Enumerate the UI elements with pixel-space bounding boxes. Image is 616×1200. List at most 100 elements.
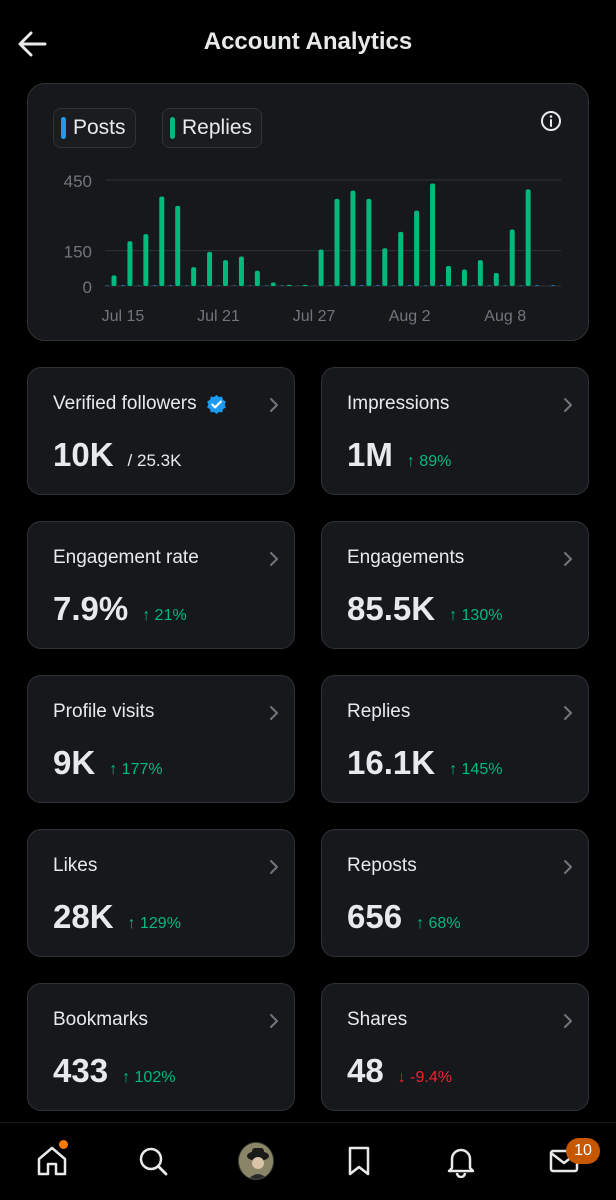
stat-card-engagement-rate[interactable]: Engagement rate 7.9% ↑ 21% <box>27 521 295 649</box>
stat-label: Impressions <box>347 393 449 415</box>
stat-value: 10K <box>53 436 114 473</box>
replies-bar <box>509 229 515 286</box>
stat-card-profile-visits[interactable]: Profile visits 9K ↑ 177% <box>27 675 295 803</box>
stat-value-row: 10K / 25.3K <box>53 436 181 474</box>
chevron-right-icon <box>564 860 572 874</box>
arrow-up-icon: ↑ <box>449 607 462 624</box>
stat-card-engagements[interactable]: Engagements 85.5K ↑ 130% <box>321 521 589 649</box>
y-tick-label: 0 <box>83 278 92 297</box>
posts-bar <box>535 285 539 286</box>
chevron-right-icon <box>270 1014 278 1028</box>
arrow-up-icon: ↑ <box>406 453 420 470</box>
legend-replies-toggle[interactable]: Replies <box>162 108 263 148</box>
stat-card-likes[interactable]: Likes 28K ↑ 129% <box>27 829 295 957</box>
replies-bar <box>318 249 324 286</box>
stat-change: ↑ 130% <box>449 607 502 625</box>
stat-change: ↓ -9.4% <box>398 1069 452 1087</box>
legend-posts-label: Posts <box>73 116 126 139</box>
stat-label-text: Profile visits <box>53 701 155 722</box>
home-icon <box>37 1146 67 1176</box>
replies-swatch <box>170 117 175 139</box>
legend-posts-toggle[interactable]: Posts <box>53 108 136 148</box>
stat-change: ↑ 21% <box>142 607 186 625</box>
stat-value-row: 16.1K ↑ 145% <box>347 744 502 782</box>
arrow-up-icon: ↑ <box>127 915 140 932</box>
replies-bar <box>382 248 388 286</box>
posts-bar <box>121 285 125 286</box>
arrow-up-icon: ↑ <box>449 761 462 778</box>
chevron-right-icon <box>564 1014 572 1028</box>
top-bar: Account Analytics <box>0 0 616 80</box>
stat-label-text: Replies <box>347 701 411 722</box>
nav-profile[interactable] <box>238 1142 274 1180</box>
stat-value-row: 656 ↑ 68% <box>347 898 461 936</box>
stat-label: Replies <box>347 701 410 723</box>
replies-bar <box>398 231 404 286</box>
stat-value: 85.5K <box>347 590 436 627</box>
replies-bar <box>366 198 372 286</box>
stat-change-value: 102% <box>134 1069 176 1086</box>
arrow-up-icon: ↑ <box>109 761 122 778</box>
stat-value: 16.1K <box>347 744 436 781</box>
posts-bar <box>376 285 380 286</box>
replies-bar <box>334 198 340 286</box>
stat-value-row: 1M ↑ 89% <box>347 436 451 474</box>
stat-card-reposts[interactable]: Reposts 656 ↑ 68% <box>321 829 589 957</box>
stat-change: ↑ 177% <box>109 761 162 779</box>
stat-label-text: Reposts <box>347 855 417 876</box>
stat-card-replies[interactable]: Replies 16.1K ↑ 145% <box>321 675 589 803</box>
stat-card-shares[interactable]: Shares 48 ↓ -9.4% <box>321 983 589 1111</box>
stat-label-text: Impressions <box>347 393 450 414</box>
stat-label: Profile visits <box>53 701 154 723</box>
stat-card-impressions[interactable]: Impressions 1M ↑ 89% <box>321 367 589 495</box>
info-icon[interactable] <box>540 110 562 132</box>
posts-bar <box>440 285 443 286</box>
posts-bar <box>360 285 364 286</box>
profile-avatar <box>238 1142 274 1180</box>
replies-bar <box>493 273 499 286</box>
chevron-right-icon <box>270 706 278 720</box>
back-button[interactable] <box>14 26 50 62</box>
stat-label: Engagements <box>347 547 464 569</box>
stat-value: 28K <box>53 898 114 935</box>
stat-total: / 25.3K <box>127 451 182 470</box>
stat-value: 433 <box>53 1052 109 1089</box>
stat-label: Bookmarks <box>53 1009 148 1031</box>
nav-notifications[interactable] <box>443 1143 479 1179</box>
stat-card-verified-followers[interactable]: Verified followers 10K / 25.3K <box>27 367 295 495</box>
x-tick-label: Aug 2 <box>389 308 431 325</box>
stat-label-text: Shares <box>347 1009 408 1030</box>
arrow-down-icon: ↓ <box>397 1069 411 1086</box>
nav-bookmarks[interactable] <box>341 1143 377 1179</box>
replies-bar <box>430 183 436 286</box>
page-title: Account Analytics <box>203 28 413 55</box>
posts-swatch <box>61 117 66 139</box>
posts-bar <box>408 285 412 286</box>
back-arrow-icon <box>18 31 47 57</box>
x-tick-label: Aug 8 <box>484 308 526 325</box>
chevron-right-icon <box>270 552 278 566</box>
replies-bar <box>286 284 292 286</box>
stat-label: Verified followers <box>53 393 227 415</box>
replies-bar <box>127 241 133 286</box>
y-tick-label: 450 <box>64 172 92 191</box>
stat-change-value: 130% <box>461 607 503 624</box>
stat-value-row: 48 ↓ -9.4% <box>347 1052 452 1090</box>
stat-card-bookmarks[interactable]: Bookmarks 433 ↑ 102% <box>27 983 295 1111</box>
stat-change-value: -9.4% <box>410 1069 452 1086</box>
stat-change-value: 145% <box>461 761 503 778</box>
replies-bar <box>111 275 117 286</box>
replies-bar <box>270 282 276 286</box>
replies-bar <box>159 196 165 286</box>
legend-replies-label: Replies <box>182 116 253 139</box>
nav-search[interactable] <box>135 1143 171 1179</box>
replies-bar <box>223 260 228 286</box>
messages-badge: 10 <box>566 1138 600 1164</box>
replies-bar <box>207 251 213 286</box>
chevron-right-icon <box>270 398 278 412</box>
nav-home[interactable] <box>34 1143 70 1179</box>
home-notification-dot <box>59 1140 68 1149</box>
stat-change-value: 89% <box>419 453 452 470</box>
stat-label: Shares <box>347 1009 407 1031</box>
replies-bar <box>446 265 451 286</box>
